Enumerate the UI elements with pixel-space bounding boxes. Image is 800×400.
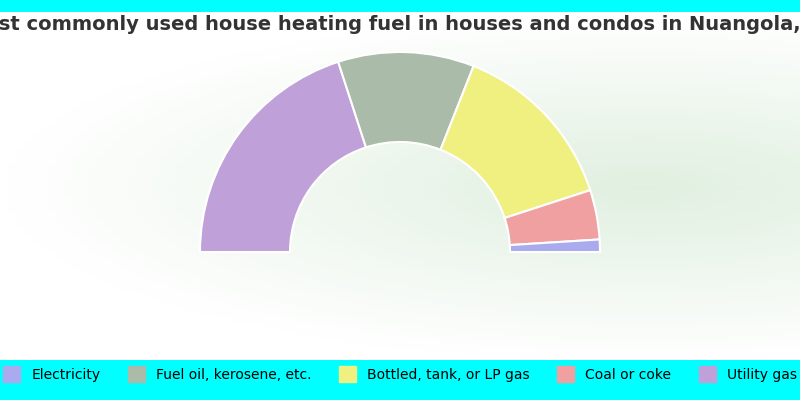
Legend: Electricity, Fuel oil, kerosene, etc., Bottled, tank, or LP gas, Coal or coke, U: Electricity, Fuel oil, kerosene, etc., B… — [0, 360, 800, 388]
Wedge shape — [338, 52, 474, 150]
Wedge shape — [510, 240, 600, 252]
Wedge shape — [441, 66, 590, 218]
Wedge shape — [505, 190, 600, 245]
Wedge shape — [200, 62, 366, 252]
Text: Most commonly used house heating fuel in houses and condos in Nuangola, PA: Most commonly used house heating fuel in… — [0, 14, 800, 34]
